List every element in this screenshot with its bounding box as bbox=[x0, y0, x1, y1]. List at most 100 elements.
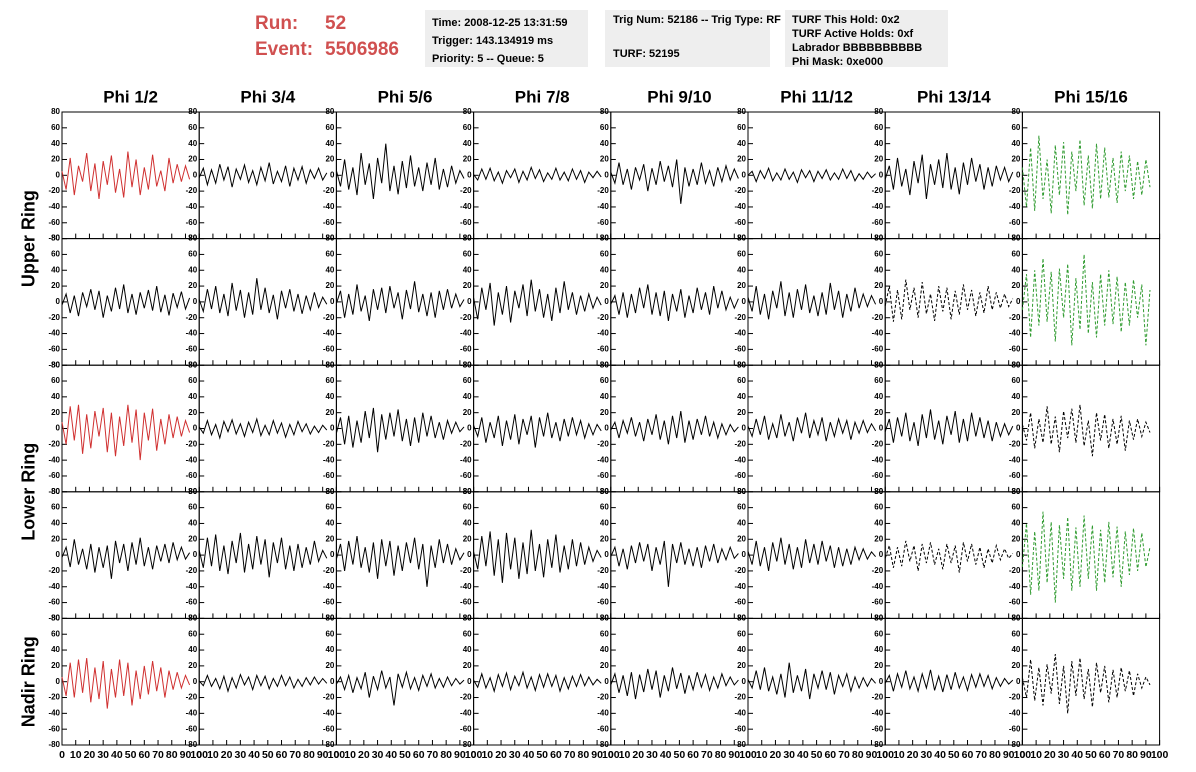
y-tick-label: 40 bbox=[325, 392, 334, 401]
x-tick-label: 60 bbox=[687, 749, 699, 761]
y-tick-label: -40 bbox=[1009, 582, 1021, 591]
y-tick-label: 0 bbox=[604, 170, 609, 179]
y-tick-label: 80 bbox=[737, 487, 746, 496]
y-tick-label: 60 bbox=[188, 503, 197, 512]
x-tick-label: 50 bbox=[811, 749, 823, 761]
x-tick-label: 90 bbox=[180, 749, 192, 761]
info-line: TURF This Hold: 0x2 bbox=[792, 14, 900, 26]
waveform bbox=[198, 417, 328, 440]
x-tick-label: 50 bbox=[674, 749, 686, 761]
y-tick-label: -40 bbox=[1009, 708, 1021, 717]
y-tick-label: -20 bbox=[48, 439, 60, 448]
x-tick-label: 40 bbox=[1071, 749, 1083, 761]
y-tick-label: 40 bbox=[463, 392, 472, 401]
y-tick-label: -80 bbox=[460, 740, 472, 749]
y-tick-label: -40 bbox=[48, 202, 60, 211]
y-tick-label: -40 bbox=[734, 202, 746, 211]
x-tick-label: 70 bbox=[564, 749, 576, 761]
y-tick-label: 80 bbox=[874, 487, 883, 496]
y-tick-label: -20 bbox=[323, 439, 335, 448]
y-tick-label: 0 bbox=[1016, 677, 1021, 686]
y-tick-label: 80 bbox=[463, 360, 472, 369]
y-tick-label: -60 bbox=[872, 218, 884, 227]
y-tick-label: -40 bbox=[597, 202, 609, 211]
y-tick-label: 80 bbox=[874, 614, 883, 623]
y-tick-label: 80 bbox=[737, 614, 746, 623]
y-tick-label: 60 bbox=[188, 250, 197, 259]
y-tick-label: 60 bbox=[737, 503, 746, 512]
column-label: Phi 1/2 bbox=[103, 87, 158, 106]
y-tick-label: 80 bbox=[325, 614, 334, 623]
y-tick-label: -20 bbox=[1009, 566, 1021, 575]
y-tick-label: -20 bbox=[186, 313, 198, 322]
y-tick-label: -20 bbox=[48, 313, 60, 322]
y-tick-label: -40 bbox=[323, 329, 335, 338]
y-tick-label: 40 bbox=[325, 645, 334, 654]
y-tick-label: -60 bbox=[186, 724, 198, 733]
y-tick-label: 60 bbox=[737, 123, 746, 132]
y-tick-label: 40 bbox=[188, 265, 197, 274]
x-tick-label: 80 bbox=[1126, 749, 1138, 761]
y-tick-label: 60 bbox=[51, 250, 60, 259]
info-box bbox=[785, 10, 948, 67]
y-tick-label: -60 bbox=[872, 471, 884, 480]
x-tick-label: 50 bbox=[399, 749, 411, 761]
x-tick-label: 60 bbox=[962, 749, 974, 761]
x-tick-label: 30 bbox=[1058, 749, 1070, 761]
y-tick-label: -20 bbox=[1009, 186, 1021, 195]
y-tick-label: -40 bbox=[1009, 202, 1021, 211]
x-tick-label: 20 bbox=[632, 749, 644, 761]
y-tick-label: -40 bbox=[460, 202, 472, 211]
y-tick-label: -40 bbox=[323, 455, 335, 464]
y-tick-label: 60 bbox=[188, 123, 197, 132]
y-tick-label: -20 bbox=[734, 566, 746, 575]
y-tick-label: 80 bbox=[600, 614, 609, 623]
waveform bbox=[1021, 653, 1151, 714]
x-tick-label: 40 bbox=[248, 749, 260, 761]
y-tick-label: 0 bbox=[742, 297, 747, 306]
y-tick-label: 20 bbox=[737, 534, 746, 543]
y-tick-label: -60 bbox=[186, 218, 198, 227]
y-tick-label: 40 bbox=[600, 392, 609, 401]
y-tick-label: -40 bbox=[872, 329, 884, 338]
y-tick-label: 20 bbox=[463, 661, 472, 670]
y-tick-label: 40 bbox=[188, 519, 197, 528]
y-tick-label: -60 bbox=[186, 598, 198, 607]
y-tick-label: -40 bbox=[872, 582, 884, 591]
y-tick-label: 40 bbox=[51, 645, 60, 654]
y-tick-label: 0 bbox=[1016, 424, 1021, 433]
y-tick-label: 0 bbox=[56, 170, 61, 179]
x-tick-label: 40 bbox=[111, 749, 123, 761]
y-tick-label: -60 bbox=[323, 344, 335, 353]
y-tick-label: 20 bbox=[874, 155, 883, 164]
x-tick-label: 20 bbox=[358, 749, 370, 761]
y-tick-label: -20 bbox=[48, 693, 60, 702]
y-tick-label: 20 bbox=[51, 661, 60, 670]
y-tick-label: -20 bbox=[186, 693, 198, 702]
y-tick-label: -40 bbox=[48, 329, 60, 338]
x-tick-label: 70 bbox=[975, 749, 987, 761]
y-tick-label: 80 bbox=[325, 360, 334, 369]
y-tick-label: 60 bbox=[463, 503, 472, 512]
y-tick-label: 40 bbox=[737, 392, 746, 401]
y-tick-label: -20 bbox=[323, 693, 335, 702]
y-tick-label: 60 bbox=[463, 123, 472, 132]
y-tick-label: 20 bbox=[463, 281, 472, 290]
x-tick-label: 20 bbox=[84, 749, 96, 761]
y-tick-label: 40 bbox=[600, 265, 609, 274]
y-tick-label: -40 bbox=[872, 202, 884, 211]
y-tick-label: 40 bbox=[737, 519, 746, 528]
y-tick-label: 80 bbox=[874, 234, 883, 243]
y-tick-label: 40 bbox=[874, 519, 883, 528]
y-tick-label: 60 bbox=[51, 629, 60, 638]
info-line: TURF: 52195 bbox=[613, 48, 680, 60]
y-tick-label: 40 bbox=[325, 139, 334, 148]
y-tick-label: 20 bbox=[600, 281, 609, 290]
x-tick-label: 90 bbox=[317, 749, 329, 761]
waveform bbox=[610, 540, 739, 587]
x-tick-label: 30 bbox=[235, 749, 247, 761]
y-tick-label: -20 bbox=[597, 186, 609, 195]
y-tick-label: 20 bbox=[188, 281, 197, 290]
ring-label: Nadir Ring bbox=[19, 636, 39, 727]
x-tick-label: 30 bbox=[509, 749, 521, 761]
